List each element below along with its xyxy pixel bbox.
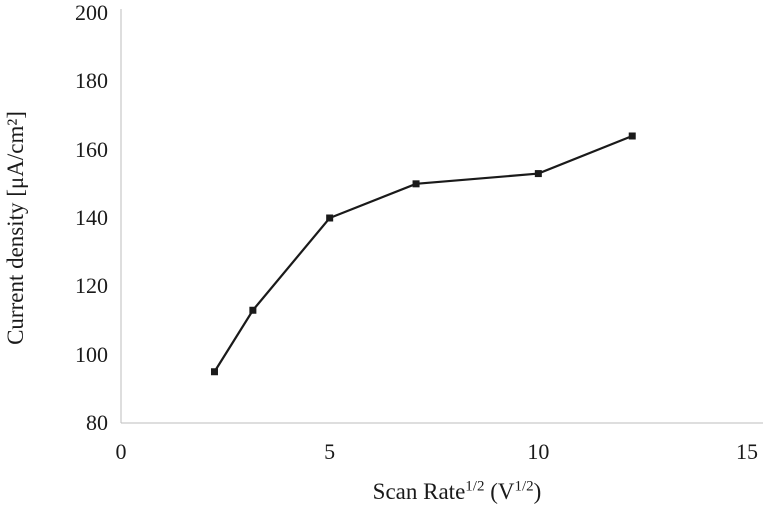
x-tick-label: 15 (736, 439, 758, 464)
y-tick-label: 80 (86, 410, 108, 435)
y-tick-label: 100 (75, 341, 108, 367)
y-tick-label: 160 (75, 136, 108, 162)
x-tick-label: 5 (324, 439, 336, 464)
data-point-marker (326, 214, 334, 222)
y-tick-label: 140 (75, 205, 108, 230)
x-axis-title-text: Scan Rate (372, 479, 466, 504)
data-line (213, 134, 633, 373)
y-tick-label: 180 (75, 68, 108, 94)
data-point-marker (210, 368, 218, 376)
x-axis-title-text: (V (484, 479, 515, 504)
y-tick-label: 120 (75, 273, 108, 299)
y-tick-label: 200 (75, 0, 108, 25)
data-point-marker (534, 170, 542, 178)
x-tick-label: 10 (527, 439, 550, 464)
data-point-marker (628, 132, 636, 140)
x-axis-title: Scan Rate1/2 (V1/2) (373, 479, 542, 505)
x-axis-title-superscript: 1/2 (465, 478, 485, 495)
data-point-marker (412, 180, 420, 188)
x-tick-label: 0 (115, 439, 127, 464)
y-axis-title: Current density [μA/cm²] (3, 111, 28, 345)
x-axis-title-superscript: 1/2 (514, 478, 534, 495)
data-point-marker (249, 306, 257, 314)
x-axis-title-text: ) (533, 479, 542, 504)
